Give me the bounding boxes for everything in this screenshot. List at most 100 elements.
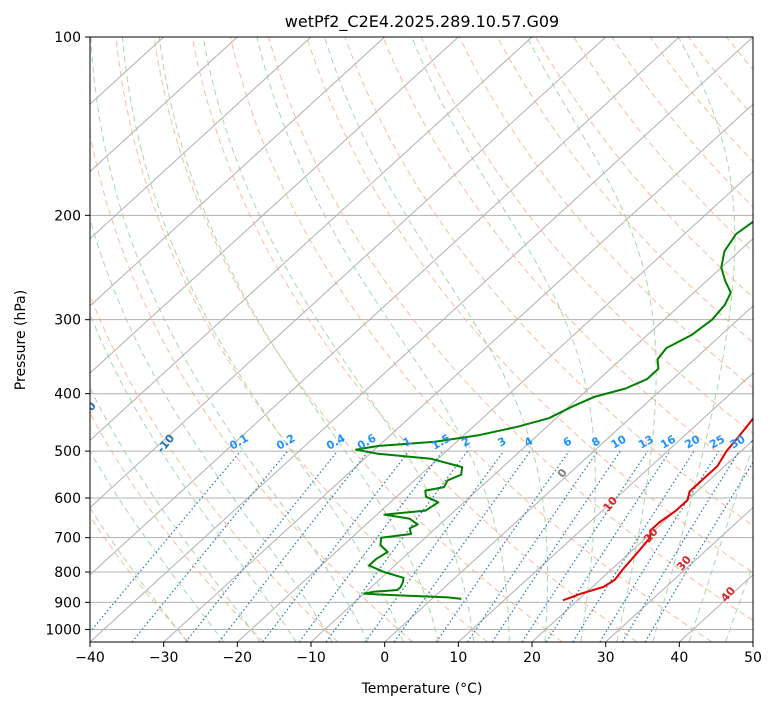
dry-adiabat-line xyxy=(191,37,638,642)
mixing-ratio-lines xyxy=(90,450,753,642)
dry-adiabat-line xyxy=(726,37,753,71)
y-axis-label: Pressure (hPa) xyxy=(13,290,29,390)
mixing-ratio-line xyxy=(621,450,740,642)
mixing-ratio-label: 36 xyxy=(748,432,768,451)
moist-adiabat-line xyxy=(725,563,753,642)
isotherm-line xyxy=(236,170,753,642)
mixing-ratio-label: 30 xyxy=(728,432,748,451)
plot-frame xyxy=(89,36,754,643)
profile-series xyxy=(355,220,753,602)
moist-adiabat-label: 0 xyxy=(555,466,570,480)
dry-adiabats xyxy=(90,37,775,642)
moist-adiabat-line xyxy=(90,506,188,642)
moist-adiabat-line xyxy=(121,37,404,642)
mixing-ratio-line xyxy=(90,450,242,633)
isotherm-line xyxy=(90,37,680,576)
mixing-ratio-line xyxy=(491,450,621,642)
y-axis-ticks: 100 200 300 400 500 600 700 800 900 1000 xyxy=(45,30,90,638)
isotherm-line xyxy=(90,37,607,509)
isotherm-line xyxy=(90,37,459,374)
isotherm-line xyxy=(531,439,753,642)
x-tick-label: 10 xyxy=(449,650,467,666)
moist-adiabat-line xyxy=(411,37,596,642)
isotherm-line xyxy=(384,305,753,642)
isotherm-line xyxy=(310,237,753,642)
moist-adiabat-line xyxy=(324,37,548,642)
dry-adiabat-line xyxy=(115,37,488,642)
y-tick-label: 300 xyxy=(54,313,81,329)
mixing-ratio-label: 3 xyxy=(495,435,508,450)
isotherm-line xyxy=(90,37,533,442)
isotherm-line xyxy=(457,372,753,642)
mixing-ratio-line xyxy=(298,450,444,642)
x-tick-label: −40 xyxy=(75,650,105,666)
chart-title: wetPf2_C2E4.2025.289.10.57.G09 xyxy=(285,12,559,32)
dry-adiabat-line xyxy=(535,37,753,298)
x-tick-label: −20 xyxy=(223,650,253,666)
y-tick-label: 700 xyxy=(54,531,81,547)
dry-adiabat-line xyxy=(153,37,563,642)
isotherm-line xyxy=(605,506,753,642)
isotherm-line xyxy=(752,641,753,642)
mixing-ratio-label: 0.2 xyxy=(274,432,297,453)
y-tick-label: 1000 xyxy=(45,622,81,638)
y-tick-label: 800 xyxy=(54,565,81,581)
x-axis-label: Temperature (°C) xyxy=(361,681,483,697)
series-line xyxy=(562,416,753,602)
y-tick-label: 400 xyxy=(54,387,81,403)
moist-adiabat-line xyxy=(90,387,261,642)
x-tick-label: 30 xyxy=(597,650,615,666)
series-line xyxy=(355,220,753,600)
mixing-ratio-line xyxy=(185,450,339,642)
mixing-ratio-line xyxy=(364,450,505,642)
x-tick-label: 50 xyxy=(744,650,762,666)
mixing-ratio-line xyxy=(435,450,570,642)
x-axis-ticks: −40 −30 −20 −10 0 10 20 30 40 50 xyxy=(75,642,762,666)
y-tick-label: 600 xyxy=(54,491,81,507)
moist-adiabat-line xyxy=(256,37,510,642)
moist-adiabat-line xyxy=(158,37,439,642)
mixing-ratio-line xyxy=(393,450,531,642)
dry-adiabat-line xyxy=(90,515,190,642)
dry-adiabat-line xyxy=(420,37,753,435)
mixing-ratio-line xyxy=(521,450,649,642)
mixing-ratio-line xyxy=(572,450,695,642)
mixing-ratio-line xyxy=(218,450,369,642)
dry-adiabat-line xyxy=(382,37,753,481)
isotherm-line xyxy=(90,37,386,307)
mixing-ratio-line xyxy=(466,450,599,642)
dry-adiabat-line xyxy=(496,37,753,344)
x-tick-label: −30 xyxy=(149,650,179,666)
x-tick-label: 40 xyxy=(670,650,688,666)
y-tick-label: 200 xyxy=(54,208,81,224)
isotherm-line xyxy=(90,37,312,240)
moist-adiabat-line xyxy=(90,313,297,642)
mixing-ratio-label: 25 xyxy=(707,433,727,452)
moist-adiabat-label: 30 xyxy=(674,553,694,573)
moist-adiabat-line xyxy=(688,443,753,642)
x-tick-label: 20 xyxy=(523,650,541,666)
y-tick-label: 900 xyxy=(54,595,81,611)
y-tick-label: 100 xyxy=(54,30,81,46)
plot-area: 0.10.20.40.611.52346810131620253036-100-… xyxy=(76,37,775,642)
dry-adiabat-line xyxy=(765,37,775,642)
isotherm-line xyxy=(163,103,753,642)
dry-adiabat-label: -10 xyxy=(154,432,177,456)
x-tick-label: −10 xyxy=(296,650,326,666)
isotherm-gridlines xyxy=(90,37,753,642)
dry-adiabat-line xyxy=(344,37,753,527)
mixing-ratio-label: 1 xyxy=(401,435,414,450)
moist-adiabat-line xyxy=(90,450,225,642)
moist-adiabat-line xyxy=(202,37,475,642)
dry-adiabat-line xyxy=(573,37,753,253)
moist-adiabats xyxy=(90,37,753,642)
dry-adiabat-line xyxy=(229,37,712,642)
dry-adiabat-label: -20 xyxy=(76,399,99,423)
isotherm-line xyxy=(90,37,753,642)
mixing-ratio-line xyxy=(599,450,720,642)
y-tick-label: 500 xyxy=(54,444,81,460)
moist-adiabat-label: 20 xyxy=(641,525,661,545)
mixing-ratio-line xyxy=(545,450,671,642)
mixing-ratio-label: 1.5 xyxy=(429,432,452,453)
